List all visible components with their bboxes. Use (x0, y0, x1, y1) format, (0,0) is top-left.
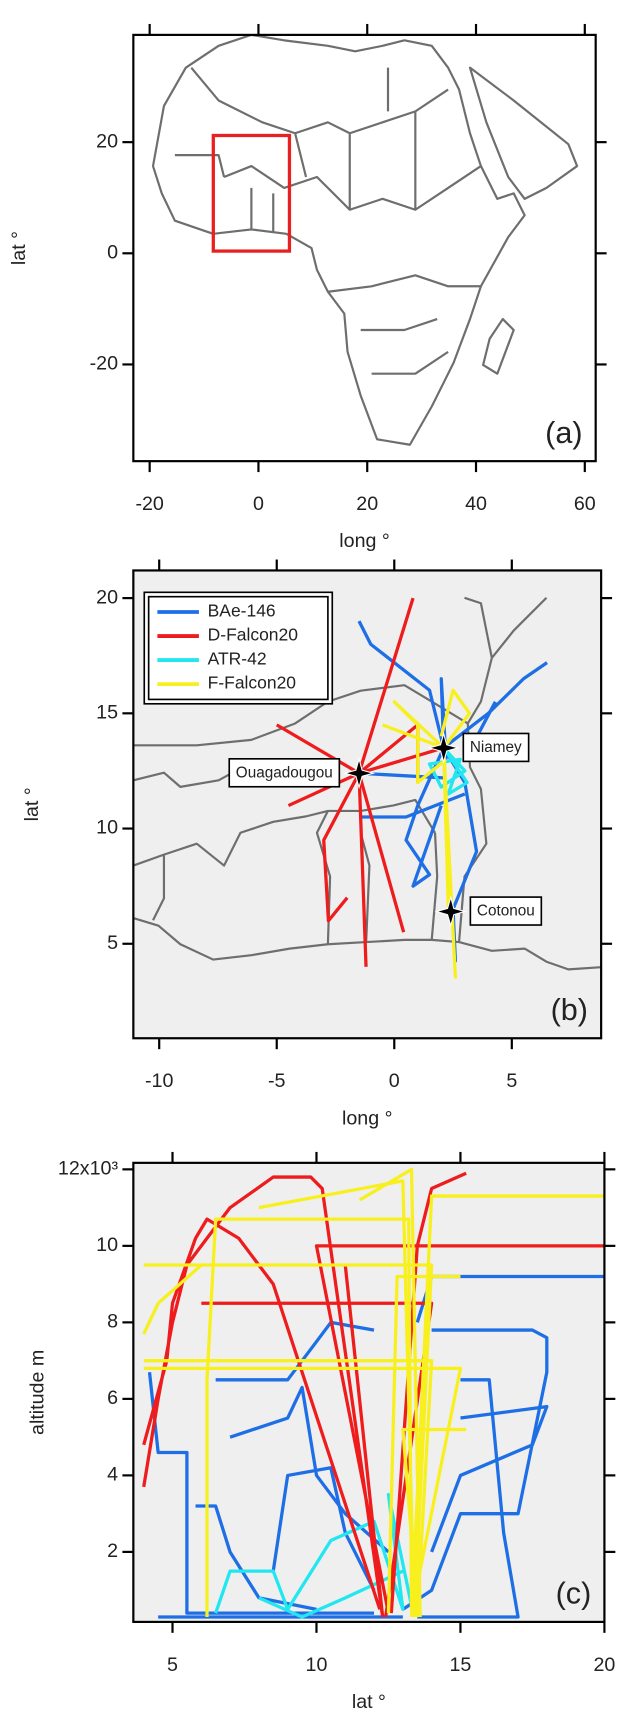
plot-area (275, 597, 548, 979)
city-label: Niamey (470, 739, 522, 756)
arabia (468, 66, 579, 200)
track (357, 620, 548, 963)
panel-label: (b) (551, 993, 588, 1027)
x-tick-label: 20 (593, 1654, 615, 1676)
y-tick-label: 20 (96, 130, 118, 152)
city-label-box (228, 758, 341, 788)
y-tick-label: 6 (107, 1387, 118, 1409)
panel-label: (c) (556, 1577, 592, 1611)
x-tick-label: -10 (145, 1070, 173, 1092)
x-tick-label: 15 (450, 1654, 472, 1676)
panel-label: (a) (545, 416, 582, 450)
y-axis-label: lat ° (8, 231, 30, 265)
y-tick-label: 4 (107, 1464, 118, 1486)
city-marker (342, 756, 376, 790)
x-tick-label: 0 (253, 493, 264, 515)
plot-area (142, 1167, 605, 1619)
borders (174, 66, 482, 375)
x-tick-label: 5 (506, 1070, 517, 1092)
x-axis-label: long ° (339, 530, 389, 552)
legend-label: ATR-42 (208, 649, 267, 669)
region-box (211, 133, 292, 253)
frame (132, 33, 597, 463)
y-axis-label: altitude m (26, 1350, 48, 1435)
panel-c-background (133, 1162, 605, 1622)
x-axis-label: lat ° (352, 1691, 386, 1713)
y-tick-label: -20 (90, 353, 118, 375)
city-label-box (462, 732, 530, 763)
y-tick-label: 12x10³ (58, 1158, 119, 1180)
x-tick-label: 10 (306, 1654, 328, 1676)
x-tick-label: 20 (356, 493, 378, 515)
y-tick-label: 10 (96, 1234, 118, 1256)
x-tick-label: 40 (465, 493, 487, 515)
y-tick-label: 0 (107, 242, 118, 264)
city-marker (427, 731, 460, 765)
track (275, 597, 445, 967)
track (142, 1171, 605, 1618)
legend-label: BAe-146 (208, 601, 276, 621)
track (214, 1492, 414, 1619)
legend-label: F-Falcon20 (208, 673, 297, 693)
africa-map (151, 34, 579, 446)
city-marker (434, 895, 467, 928)
frame (132, 1161, 606, 1623)
madagascar (482, 317, 515, 375)
y-tick-label: 15 (96, 702, 118, 724)
y-tick-label: 10 (96, 817, 118, 839)
track (381, 688, 472, 979)
legend-label: D-Falcon20 (208, 625, 299, 645)
x-tick-label: -5 (268, 1070, 286, 1092)
x-tick-label: 5 (167, 1654, 178, 1676)
coastline (133, 916, 602, 971)
frame (132, 569, 603, 1040)
y-tick-label: 2 (107, 1540, 118, 1562)
city-label-box (469, 896, 543, 926)
x-tick-label: 60 (574, 493, 596, 515)
x-tick-label: 0 (389, 1070, 400, 1092)
y-tick-label: 5 (107, 932, 118, 954)
city-label: Ouagadougou (236, 764, 333, 781)
city-label: Cotonou (477, 903, 535, 920)
y-tick-label: 8 (107, 1311, 118, 1333)
y-tick-label: 20 (96, 586, 118, 608)
panel-a-background (133, 34, 596, 462)
x-tick-label: -20 (135, 493, 163, 515)
y-axis-label: lat ° (21, 787, 43, 821)
track (142, 1167, 605, 1618)
x-axis-label: long ° (342, 1107, 392, 1129)
plot-area (211, 133, 292, 253)
coastline (151, 34, 526, 446)
legend-box-inner (147, 595, 329, 701)
